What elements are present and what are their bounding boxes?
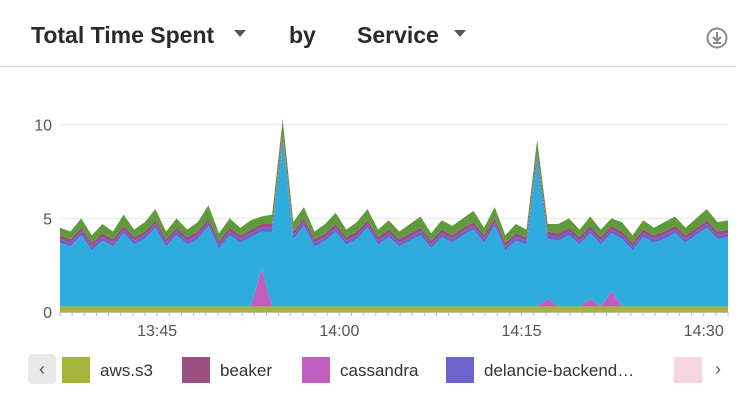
x-tick-label: 14:30 (684, 323, 724, 340)
timeseries-area-chart: 0 5 10 13:45 14:00 14:15 14:30 (34, 118, 729, 340)
x-tick-label: 14:15 (502, 323, 542, 340)
legend-swatch (62, 357, 90, 383)
legend-swatch (302, 357, 330, 383)
area-series[interactable] (60, 141, 728, 307)
chevron-right-icon[interactable]: › (715, 359, 721, 379)
legend-swatch (446, 357, 474, 383)
y-tick-label: 0 (43, 305, 52, 322)
download-icon[interactable] (706, 27, 728, 49)
legend-label: cassandra (340, 361, 419, 380)
caret-down-icon[interactable] (234, 30, 246, 37)
area-series[interactable] (60, 119, 728, 243)
y-tick-label: 5 (43, 211, 52, 228)
legend-label: aws.s3 (100, 361, 153, 380)
legend-label: delancie-backend… (484, 361, 635, 380)
legend-swatch (182, 357, 210, 383)
legend-bar: ‹ aws.s3 beaker cassandra delancie-backend…… (0, 350, 750, 394)
x-tick-label: 13:45 (137, 323, 177, 340)
caret-down-icon[interactable] (454, 30, 466, 37)
y-tick-label: 10 (34, 118, 52, 135)
group-selector[interactable]: Service (357, 22, 439, 48)
by-label: by (289, 22, 316, 48)
chevron-left-icon[interactable]: ‹ (28, 354, 56, 384)
area-series[interactable] (60, 134, 728, 247)
legend-swatch (674, 357, 702, 383)
widget-header: Total Time Spent by Service (0, 0, 736, 67)
area-series[interactable] (60, 306, 728, 312)
metric-selector[interactable]: Total Time Spent (31, 22, 215, 48)
area-series[interactable] (60, 137, 728, 251)
x-tick-label: 14:00 (319, 323, 359, 340)
legend-label: beaker (220, 361, 272, 380)
